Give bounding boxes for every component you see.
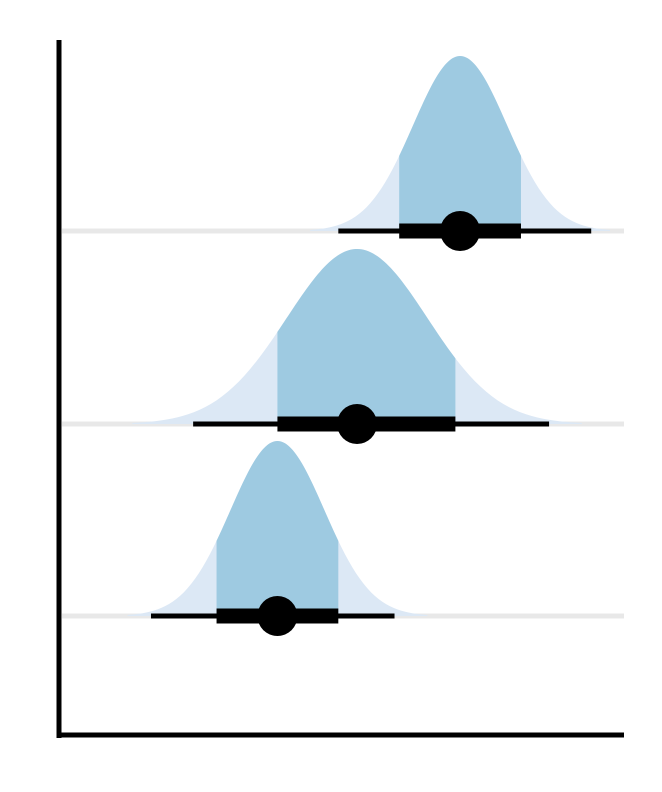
median-point-3 [257, 596, 298, 636]
densities [127, 56, 610, 616]
density-inner-2 [277, 249, 456, 424]
median-point-1 [440, 211, 481, 251]
density-inner-1 [399, 56, 521, 231]
median-point-2 [337, 404, 378, 444]
intervals [150, 211, 592, 636]
density-inner-3 [216, 441, 339, 616]
